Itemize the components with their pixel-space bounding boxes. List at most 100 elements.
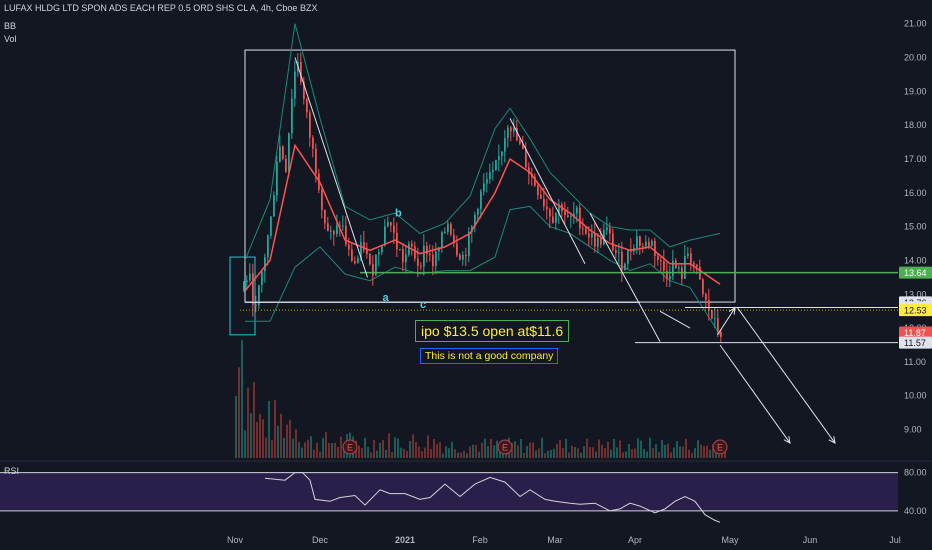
candle-body — [255, 304, 257, 306]
volume-bar — [685, 438, 687, 458]
volume-bar — [241, 339, 243, 458]
y-tick-label: 13.00 — [904, 289, 927, 299]
volume-indicator-label[interactable]: Vol — [4, 34, 17, 44]
bb-indicator-label[interactable]: BB — [4, 21, 17, 31]
ipo-note: ipo $13.5 open at$11.6 — [415, 320, 570, 342]
candle-body — [597, 238, 599, 247]
candle-body — [489, 172, 491, 180]
earnings-marker-label: E — [347, 443, 353, 453]
volume-bar — [448, 448, 450, 458]
candle-body — [642, 245, 644, 247]
candle-body — [312, 137, 314, 149]
volume-bar — [403, 448, 405, 458]
volume-bar — [274, 400, 276, 458]
candle-body — [447, 223, 449, 232]
volume-bar — [691, 452, 693, 458]
volume-bar — [511, 442, 513, 458]
volume-bar — [481, 442, 483, 458]
volume-bar — [430, 449, 432, 458]
volume-bar — [328, 443, 330, 458]
candle-body — [717, 318, 719, 332]
volume-bar — [688, 449, 690, 458]
rsi-indicator-label[interactable]: RSI — [4, 466, 20, 476]
candle-body — [330, 230, 332, 232]
candle-body — [399, 249, 401, 251]
candle-body — [507, 127, 509, 138]
candle-body — [477, 209, 479, 215]
volume-bar — [388, 433, 390, 458]
price-axis-label-bg — [899, 304, 932, 317]
volume-bar — [559, 439, 561, 458]
volume-bar — [679, 446, 681, 458]
candle-body — [309, 112, 311, 138]
y-tick-label: 11.00 — [904, 357, 926, 367]
earnings-marker-circle — [712, 439, 728, 455]
volume-bar — [451, 441, 453, 458]
volume-series — [235, 339, 726, 458]
candle-body — [588, 233, 590, 238]
volume-bar — [433, 439, 435, 458]
candle-body — [492, 170, 494, 173]
candle-body — [249, 273, 251, 281]
candle-body — [411, 243, 413, 247]
rsi-band-fill — [0, 472, 898, 511]
price-axis-label-bg — [899, 326, 932, 339]
candle-body — [564, 211, 566, 216]
candle-body — [456, 243, 458, 255]
volume-bar — [649, 437, 651, 458]
volume-bar — [382, 439, 384, 458]
candle-body — [624, 263, 626, 271]
y-tick-label: 16.00 — [904, 188, 927, 198]
volume-bar — [490, 438, 492, 458]
bb-lower-band — [245, 205, 721, 336]
candle-body — [687, 253, 689, 257]
volume-bar — [571, 445, 573, 458]
y-tick-label: 14.00 — [904, 255, 927, 265]
candle-body — [654, 240, 656, 256]
candle-body — [696, 264, 698, 267]
earnings-marker-label: E — [717, 443, 723, 453]
candle-body — [291, 98, 293, 134]
projection-arrow-head — [828, 436, 836, 445]
candle-body — [345, 225, 347, 245]
candle-body — [387, 222, 389, 227]
candle-body — [342, 225, 344, 227]
candle-body — [417, 258, 419, 266]
candle-body — [348, 244, 350, 250]
volume-bar — [670, 452, 672, 458]
candle-body — [666, 270, 668, 280]
volume-bar — [607, 441, 609, 458]
projection-arrow-head — [783, 436, 791, 445]
volume-bar — [298, 442, 300, 458]
volume-bar — [301, 447, 303, 458]
candle-body — [711, 310, 713, 319]
volume-bar — [658, 451, 660, 458]
candle-body — [606, 227, 608, 231]
y-tick-label: 21.00 — [904, 19, 927, 29]
volume-bar — [535, 450, 537, 458]
volume-bar — [409, 440, 411, 458]
rsi-tick-label: 40.00 — [904, 506, 927, 516]
projection-arrow — [717, 307, 736, 336]
candle-body — [438, 247, 440, 252]
candle-body — [363, 242, 365, 250]
volume-bar — [460, 452, 462, 458]
candle-body — [540, 194, 542, 199]
candle-body — [465, 254, 467, 257]
earnings-marker: E — [712, 439, 728, 455]
volume-bar — [259, 413, 261, 458]
candle-body — [603, 230, 605, 245]
volume-bar — [376, 450, 378, 458]
candle-body — [639, 236, 641, 246]
candle-body — [414, 246, 416, 259]
earnings-marker-circle — [342, 439, 358, 455]
wave-label: a — [383, 292, 390, 304]
price-axis-label-text: 13.64 — [904, 268, 927, 278]
y-tick-label: 20.00 — [904, 53, 927, 63]
y-tick-label: 9.00 — [904, 425, 922, 435]
candle-body — [300, 61, 302, 82]
candle-body — [351, 249, 353, 262]
candle-body — [528, 167, 530, 174]
candle-body — [426, 245, 428, 255]
